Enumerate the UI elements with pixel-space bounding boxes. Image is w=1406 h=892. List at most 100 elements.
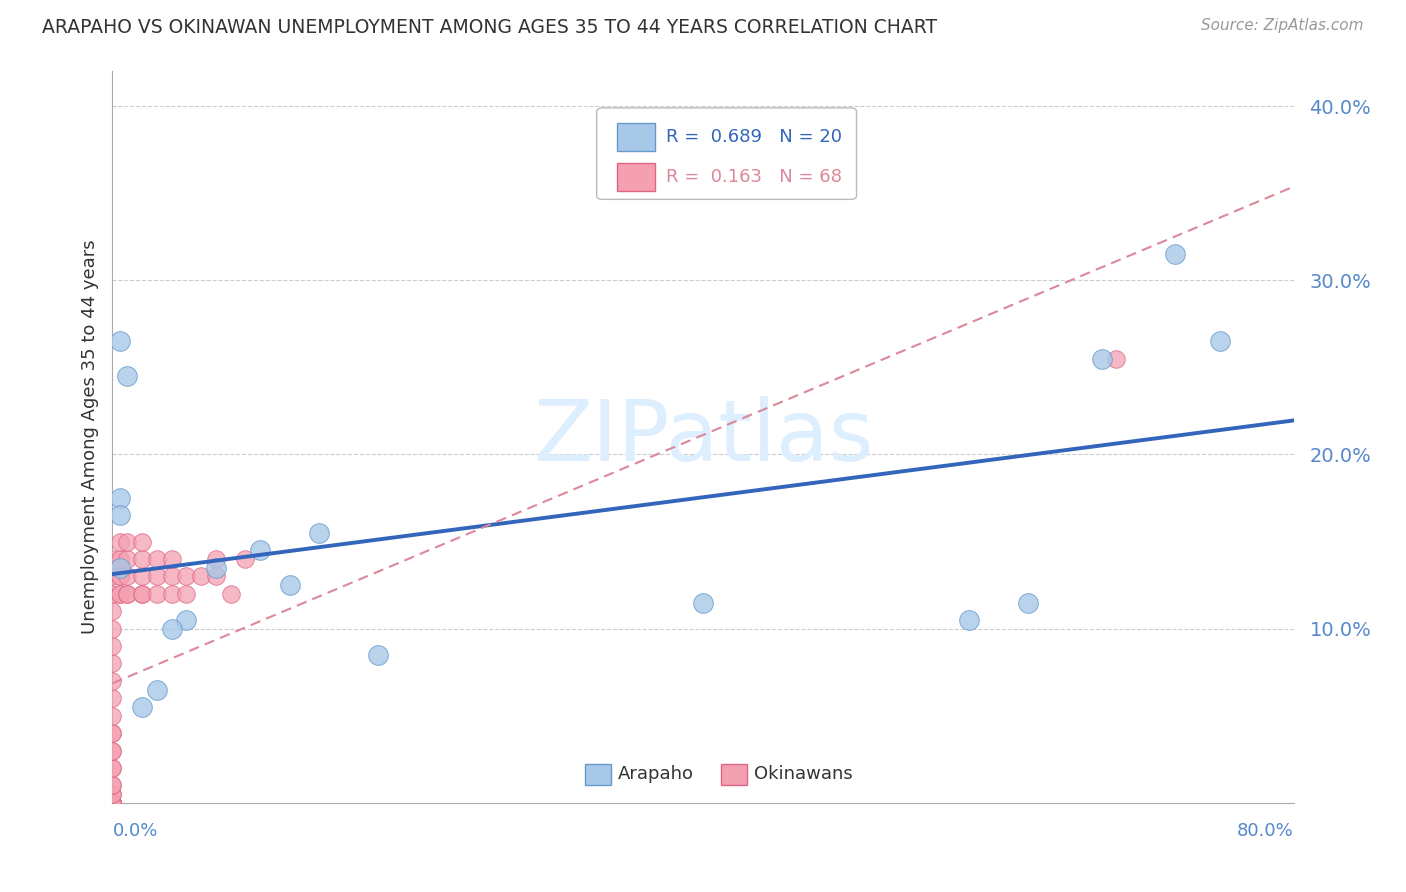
Point — [1208, 334, 1232, 349]
Point — [108, 334, 131, 349]
Point — [160, 569, 183, 583]
Point — [117, 552, 138, 566]
Point — [108, 569, 131, 583]
Point — [278, 578, 301, 592]
Point — [160, 552, 183, 566]
Point — [101, 657, 124, 671]
Text: ARAPAHO VS OKINAWAN UNEMPLOYMENT AMONG AGES 35 TO 44 YEARS CORRELATION CHART: ARAPAHO VS OKINAWAN UNEMPLOYMENT AMONG A… — [42, 18, 938, 37]
Point — [101, 796, 124, 810]
Point — [101, 796, 124, 810]
Point — [108, 560, 131, 574]
Point — [205, 569, 228, 583]
Text: 80.0%: 80.0% — [1237, 822, 1294, 839]
Point — [117, 569, 138, 583]
Text: 0.0%: 0.0% — [112, 822, 157, 839]
Point — [101, 796, 124, 810]
Point — [101, 587, 124, 601]
Point — [101, 673, 124, 688]
Text: Source: ZipAtlas.com: Source: ZipAtlas.com — [1201, 18, 1364, 33]
Point — [131, 552, 153, 566]
Point — [146, 569, 169, 583]
Point — [101, 761, 124, 775]
Point — [101, 787, 124, 801]
Point — [692, 595, 714, 609]
Point — [131, 587, 153, 601]
FancyBboxPatch shape — [585, 764, 610, 785]
Point — [160, 622, 183, 636]
Point — [101, 743, 124, 757]
Point — [205, 560, 228, 574]
Point — [108, 491, 131, 505]
Point — [146, 552, 169, 566]
Point — [101, 726, 124, 740]
Point — [108, 534, 131, 549]
Point — [190, 569, 212, 583]
Point — [101, 639, 124, 653]
Point — [101, 796, 124, 810]
FancyBboxPatch shape — [721, 764, 747, 785]
Point — [108, 508, 131, 523]
Point — [131, 587, 153, 601]
Point — [101, 778, 124, 792]
Point — [101, 796, 124, 810]
FancyBboxPatch shape — [617, 163, 655, 191]
Point — [101, 726, 124, 740]
Point — [367, 648, 389, 662]
Point — [308, 525, 330, 540]
Point — [101, 796, 124, 810]
Point — [101, 743, 124, 757]
Point — [131, 569, 153, 583]
Point — [101, 622, 124, 636]
Text: Arapaho: Arapaho — [619, 765, 695, 783]
Point — [101, 691, 124, 706]
Y-axis label: Unemployment Among Ages 35 to 44 years: Unemployment Among Ages 35 to 44 years — [80, 240, 98, 634]
Point — [101, 796, 124, 810]
Point — [101, 796, 124, 810]
Point — [233, 552, 256, 566]
Point — [101, 796, 124, 810]
Text: Okinawans: Okinawans — [754, 765, 852, 783]
Point — [101, 796, 124, 810]
Point — [108, 587, 131, 601]
Point — [117, 534, 138, 549]
Point — [101, 796, 124, 810]
Point — [174, 613, 197, 627]
Point — [101, 796, 124, 810]
Text: ZIPatlas: ZIPatlas — [533, 395, 873, 479]
Point — [146, 682, 169, 697]
Point — [108, 587, 131, 601]
Point — [219, 587, 242, 601]
Point — [101, 796, 124, 810]
Point — [101, 787, 124, 801]
FancyBboxPatch shape — [617, 123, 655, 151]
Point — [174, 569, 197, 583]
Point — [101, 604, 124, 618]
Point — [108, 552, 131, 566]
Point — [108, 569, 131, 583]
Text: R =  0.689   N = 20: R = 0.689 N = 20 — [666, 128, 842, 145]
Point — [1017, 595, 1039, 609]
Point — [101, 569, 124, 583]
Point — [101, 552, 124, 566]
Point — [174, 587, 197, 601]
Point — [101, 796, 124, 810]
Point — [101, 708, 124, 723]
Point — [101, 778, 124, 792]
Point — [131, 700, 153, 714]
Point — [117, 369, 138, 384]
Point — [101, 796, 124, 810]
Point — [101, 796, 124, 810]
Point — [101, 796, 124, 810]
FancyBboxPatch shape — [596, 108, 856, 200]
Point — [117, 587, 138, 601]
Point — [1091, 351, 1114, 366]
Point — [101, 761, 124, 775]
Point — [101, 796, 124, 810]
Point — [249, 543, 271, 558]
Point — [146, 587, 169, 601]
Text: R =  0.163   N = 68: R = 0.163 N = 68 — [666, 168, 842, 186]
Point — [117, 587, 138, 601]
Point — [131, 534, 153, 549]
Point — [1105, 351, 1128, 366]
Point — [205, 552, 228, 566]
